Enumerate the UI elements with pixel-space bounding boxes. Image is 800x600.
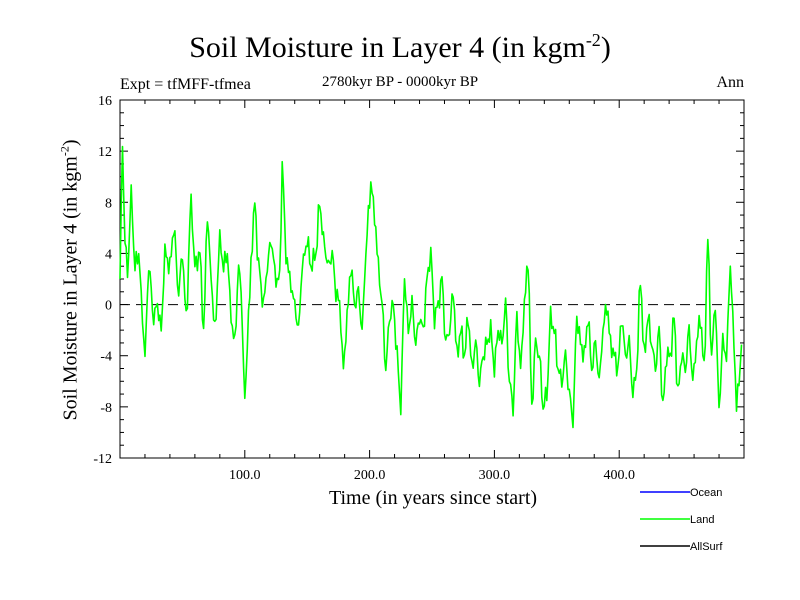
experiment-label: Expt = tfMFF-tfmea	[120, 76, 251, 93]
y-tick-label: 16	[98, 94, 112, 109]
season-label: Ann	[716, 74, 744, 91]
y-tick-label: -12	[93, 452, 112, 467]
y-tick-label: -4	[100, 350, 112, 365]
chart-subtitle: 2780kyr BP - 0000kyr BP	[321, 74, 479, 90]
y-tick-label: 0	[105, 299, 112, 314]
y-tick-label: 8	[105, 196, 112, 211]
y-tick-label: 12	[98, 145, 112, 160]
x-axis-label: Time (in years since start)	[328, 487, 538, 509]
x-tick-label: 400.0	[603, 468, 635, 483]
legend-label-ocean: Ocean	[690, 487, 722, 499]
y-tick-label: -8	[100, 401, 112, 416]
series-line-land	[119, 145, 743, 429]
legend-label-land: Land	[690, 514, 714, 526]
y-tick-label: 4	[105, 247, 112, 262]
x-tick-label: 100.0	[229, 468, 261, 483]
legend-label-allsurf: AllSurf	[690, 541, 723, 553]
chart-title: Soil Moisture in Layer 4 (in kgm-2)	[189, 30, 611, 64]
x-tick-label: 200.0	[354, 468, 386, 483]
x-tick-label: 300.0	[479, 468, 511, 483]
